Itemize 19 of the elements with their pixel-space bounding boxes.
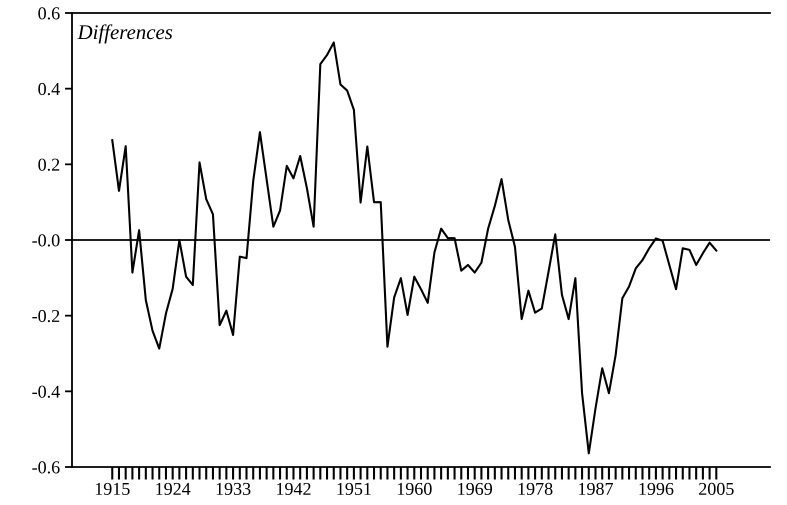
x-tick-label: 1924 xyxy=(156,482,190,495)
y-tick-label: -0.0 xyxy=(32,234,60,247)
x-tick-label: 1987 xyxy=(579,482,614,495)
y-tick-label: 0.4 xyxy=(38,82,60,96)
y-tick-label: 0.2 xyxy=(38,158,60,171)
y-tick-label: 0.6 xyxy=(38,7,60,20)
x-tick-label: 1951 xyxy=(337,482,371,495)
x-tick-label: 1996 xyxy=(639,482,674,495)
x-tick-label: 1915 xyxy=(96,482,130,495)
x-tick-label: 1978 xyxy=(518,482,552,495)
x-tick-label: 1969 xyxy=(458,482,492,495)
y-tick-label: -0.2 xyxy=(32,310,60,322)
x-tick-label: 2005 xyxy=(699,482,734,495)
x-tick-label: 1942 xyxy=(277,482,311,495)
x-tick-label: 1960 xyxy=(398,482,432,495)
text: Differences xyxy=(77,24,172,44)
y-tick-label: -0.6 xyxy=(32,461,60,474)
y-tick-label: -0.4 xyxy=(32,386,60,398)
x-tick-label: 1933 xyxy=(216,482,250,495)
